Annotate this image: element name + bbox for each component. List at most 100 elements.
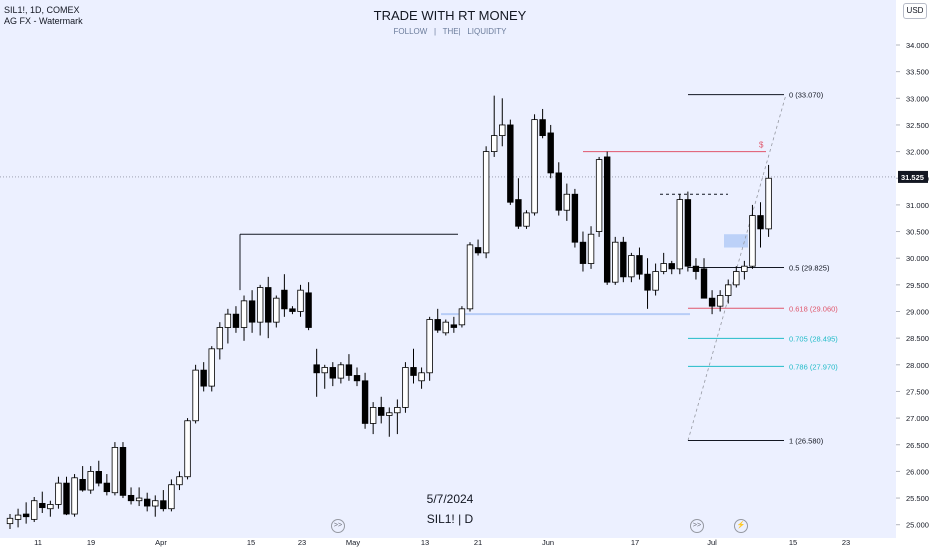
- last-price-label: 31.525: [901, 173, 924, 182]
- y-tick-label: 33.000: [906, 94, 929, 103]
- go-to-date-icon[interactable]: >>: [690, 519, 704, 533]
- x-tick-label: 23: [842, 538, 850, 547]
- candle-down: [160, 500, 167, 510]
- candle-up: [394, 407, 401, 414]
- candle-down: [410, 367, 417, 376]
- y-tick-label: 26.500: [906, 441, 929, 450]
- candle-down: [547, 132, 554, 174]
- y-tick-label: 25.000: [906, 521, 929, 530]
- candle-down: [22, 513, 30, 518]
- x-tick-label: May: [346, 538, 360, 547]
- candle-up: [676, 199, 684, 270]
- candle-down: [345, 364, 353, 376]
- candle-up: [725, 284, 732, 296]
- candle-up: [386, 412, 393, 416]
- candle-up: [208, 348, 215, 387]
- candle-down: [95, 470, 102, 484]
- candle-up: [765, 177, 772, 230]
- lightning-icon[interactable]: ⚡: [734, 519, 748, 533]
- candle-up: [256, 287, 264, 323]
- red-mark-label: $: [759, 141, 764, 150]
- fib-level-label: 0.5 (29.825): [789, 264, 830, 273]
- candle-up: [587, 233, 595, 264]
- candle-down: [668, 263, 675, 270]
- candle-down: [692, 265, 700, 272]
- candle-up: [466, 244, 474, 310]
- y-tick-label: 30.500: [906, 228, 929, 237]
- candle-down: [579, 241, 587, 264]
- y-tick-label: 33.500: [906, 68, 929, 77]
- candle-up: [482, 151, 490, 254]
- candle-up: [71, 477, 78, 515]
- candle-down: [378, 407, 385, 416]
- symbol-info: SIL1!, 1D, COMEX: [4, 5, 80, 15]
- candle-up: [749, 215, 756, 267]
- candle-down: [539, 119, 546, 137]
- y-tick-label: 34.000: [906, 41, 929, 50]
- candle-down: [281, 289, 288, 310]
- candle-down: [603, 156, 611, 283]
- y-tick-label: 27.000: [906, 414, 929, 423]
- y-tick-label: 26.000: [906, 467, 929, 476]
- candle-down: [119, 447, 127, 496]
- chart-title: TRADE WITH RT MONEY: [373, 8, 527, 23]
- candle-up: [55, 482, 62, 505]
- candle-down: [127, 494, 135, 502]
- demand-zone: [724, 234, 748, 248]
- y-tick-label: 32.000: [906, 148, 929, 157]
- candle-down: [329, 367, 336, 379]
- candle-down: [571, 193, 579, 243]
- candle-down: [143, 498, 151, 507]
- watermark-source: AG FX - Watermark: [4, 16, 83, 26]
- candle-down: [636, 255, 643, 275]
- candle-up: [14, 514, 22, 520]
- chart-subtitle: FOLLOW | THE| LIQUIDITY: [393, 27, 507, 36]
- candle-up: [216, 327, 224, 350]
- x-tick-label: 15: [789, 538, 797, 547]
- candle-up: [612, 241, 619, 283]
- x-tick-label: Apr: [155, 538, 167, 547]
- candle-down: [507, 124, 514, 203]
- candle-down: [248, 300, 256, 323]
- candle-up: [402, 367, 409, 408]
- candle-down: [265, 287, 272, 323]
- candle-up: [273, 297, 280, 323]
- candle-up: [490, 135, 498, 153]
- candle-up: [369, 407, 377, 424]
- candle-down: [313, 364, 320, 374]
- candle-down: [63, 482, 70, 515]
- candle-down: [79, 478, 86, 491]
- candle-up: [31, 500, 38, 520]
- x-tick-label: 17: [631, 538, 639, 547]
- x-tick-label: 21: [474, 538, 482, 547]
- go-to-date-icon[interactable]: >>: [331, 519, 345, 533]
- x-tick-label: 19: [87, 538, 95, 547]
- y-tick-label: 28.000: [906, 361, 929, 370]
- y-tick-label: 30.000: [906, 254, 929, 263]
- candle-up: [531, 119, 538, 214]
- candle-down: [684, 199, 692, 267]
- candle-down: [644, 273, 651, 291]
- candle-down: [305, 292, 312, 328]
- candle-up: [224, 313, 232, 328]
- candle-up: [442, 321, 449, 334]
- fib-level-label: 0.618 (29.060): [789, 304, 838, 313]
- candle-down: [708, 297, 716, 307]
- watermark-symbol: SIL1! | D: [426, 512, 474, 526]
- y-tick-label: 29.500: [906, 281, 929, 290]
- candle-down: [103, 482, 111, 493]
- candle-up: [176, 476, 183, 486]
- candle-up: [716, 295, 724, 307]
- watermark-date: 5/7/2024: [426, 492, 474, 506]
- x-tick-label: Jul: [707, 538, 717, 547]
- candle-up: [6, 517, 14, 525]
- candle-down: [232, 313, 240, 328]
- candle-up: [595, 159, 603, 232]
- x-tick-label: 13: [421, 538, 429, 547]
- y-tick-label: 29.000: [906, 308, 929, 317]
- candle-up: [321, 367, 328, 374]
- candle-up: [184, 420, 191, 478]
- currency-button[interactable]: USD: [903, 3, 927, 19]
- candle-up: [297, 289, 304, 312]
